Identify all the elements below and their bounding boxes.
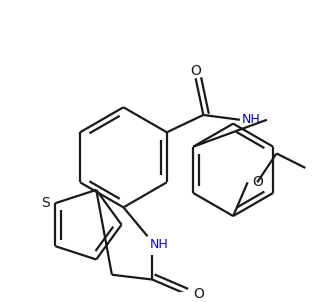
- Text: NH: NH: [242, 113, 261, 126]
- Text: O: O: [252, 175, 263, 189]
- Text: O: O: [190, 64, 201, 78]
- Text: O: O: [194, 287, 204, 301]
- Text: S: S: [41, 196, 50, 210]
- Text: NH: NH: [150, 238, 168, 251]
